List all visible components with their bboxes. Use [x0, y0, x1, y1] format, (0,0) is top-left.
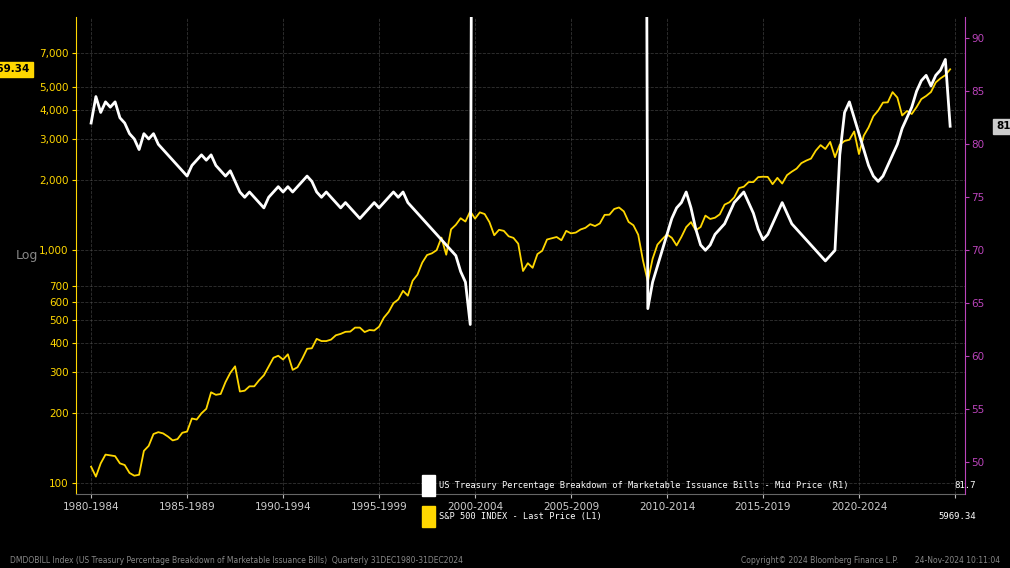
- Text: 5969.34: 5969.34: [0, 64, 30, 74]
- Bar: [422, 475, 434, 496]
- Text: S&P 500 INDEX - Last Price (L1): S&P 500 INDEX - Last Price (L1): [438, 512, 601, 521]
- Text: US Treasury Percentage Breakdown of Marketable Issuance Bills - Mid Price (R1): US Treasury Percentage Breakdown of Mark…: [438, 481, 848, 490]
- Text: 81.7: 81.7: [954, 481, 976, 490]
- Bar: [422, 507, 434, 527]
- Text: DMDOBILL Index (US Treasury Percentage Breakdown of Marketable Issuance Bills)  : DMDOBILL Index (US Treasury Percentage B…: [10, 557, 464, 566]
- Text: 81.7: 81.7: [996, 121, 1010, 131]
- Text: Copyright© 2024 Bloomberg Finance L.P.       24-Nov-2024 10:11:04: Copyright© 2024 Bloomberg Finance L.P. 2…: [740, 557, 1000, 566]
- Text: 5969.34: 5969.34: [938, 512, 976, 521]
- Text: Log: Log: [16, 249, 38, 262]
